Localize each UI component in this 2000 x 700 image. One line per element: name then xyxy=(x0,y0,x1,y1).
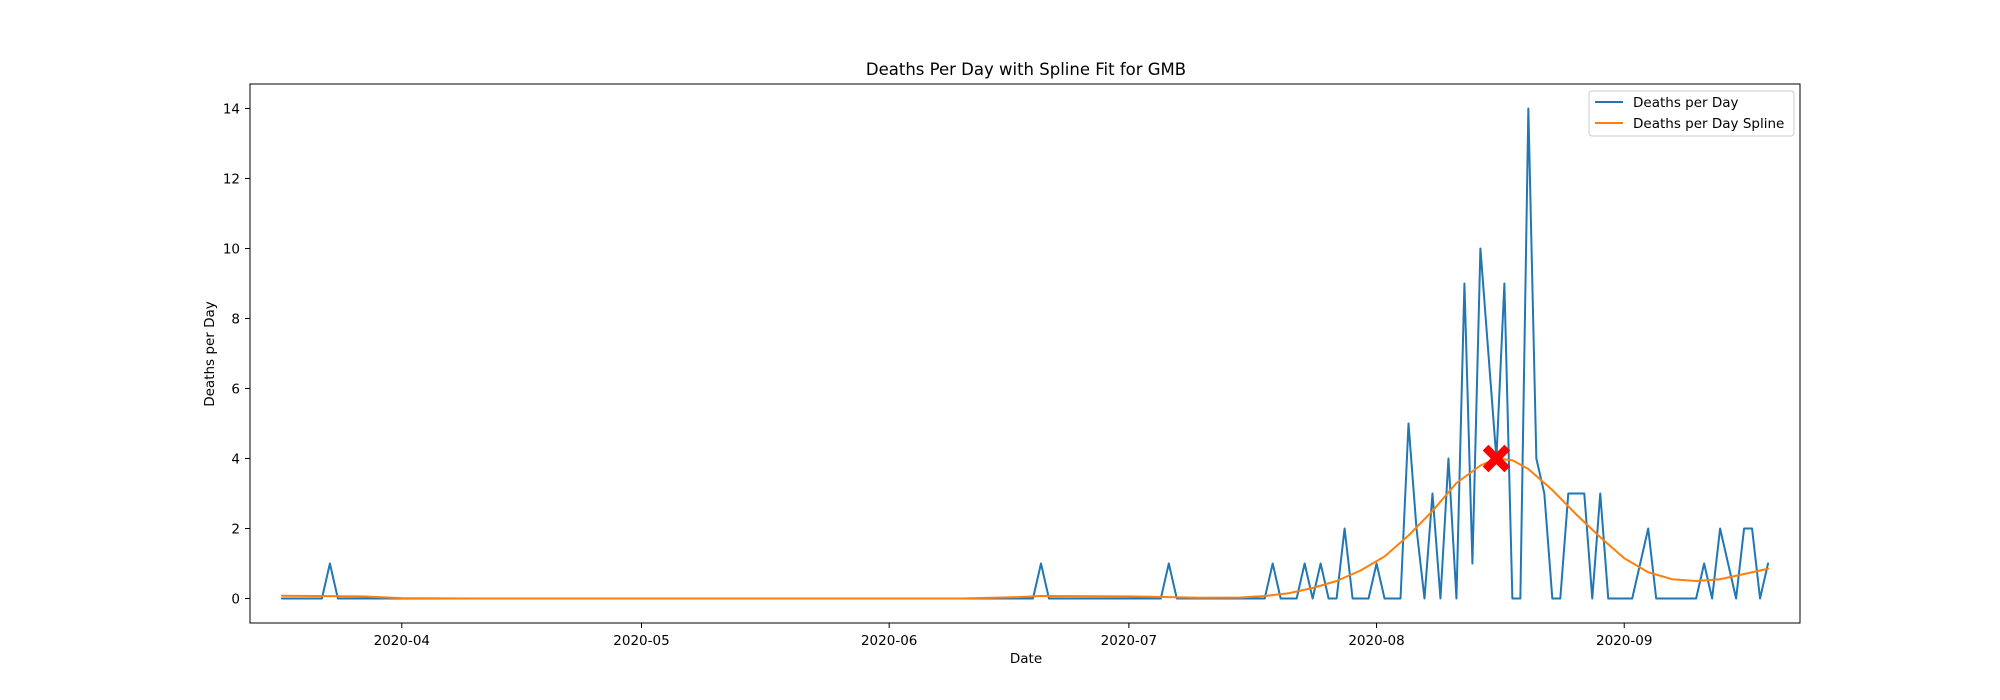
series-line-deaths-per-day xyxy=(280,107,1770,600)
x-axis: 2020-04 2020-05 2020-06 2020-07 2020-08 2020-… xyxy=(374,623,1652,649)
x-tick-label: 2020-04 xyxy=(374,633,430,649)
chart-title: Deaths Per Day with Spline Fit for GMB xyxy=(866,60,1186,79)
legend: Deaths per Day Deaths per Day Spline xyxy=(1588,90,1795,137)
y-tick-label: 12 xyxy=(223,172,240,188)
peak-marker-x xyxy=(1482,444,1511,473)
x-tick-label: 2020-06 xyxy=(861,633,917,649)
y-tick-label: 8 xyxy=(231,312,240,328)
y-tick-label: 6 xyxy=(231,382,240,398)
legend-label-spline: Deaths per Day Spline xyxy=(1633,116,1784,132)
y-tick-label: 14 xyxy=(223,102,240,118)
x-tick-label: 2020-07 xyxy=(1101,633,1157,649)
y-tick-label: 4 xyxy=(231,452,240,468)
marker-layer xyxy=(1482,444,1511,473)
x-tick-label: 2020-08 xyxy=(1348,633,1404,649)
y-axis-title: Deaths per Day xyxy=(202,301,218,407)
series-line-spline xyxy=(280,457,1770,600)
legend-label-deaths-per-day: Deaths per Day xyxy=(1633,95,1739,111)
x-tick-label: 2020-05 xyxy=(613,633,669,649)
x-tick-label: 2020-09 xyxy=(1596,633,1652,649)
plot-area xyxy=(249,83,1801,624)
legend-box xyxy=(1588,90,1795,137)
y-tick-label: 2 xyxy=(231,522,240,538)
x-axis-title: Date xyxy=(1010,651,1042,667)
y-tick-label: 10 xyxy=(223,242,240,258)
axes-frame xyxy=(249,83,1801,624)
y-tick-label: 0 xyxy=(231,592,240,608)
series-layer xyxy=(280,107,1770,600)
y-axis: 0 2 4 6 8 10 12 14 xyxy=(223,102,250,608)
